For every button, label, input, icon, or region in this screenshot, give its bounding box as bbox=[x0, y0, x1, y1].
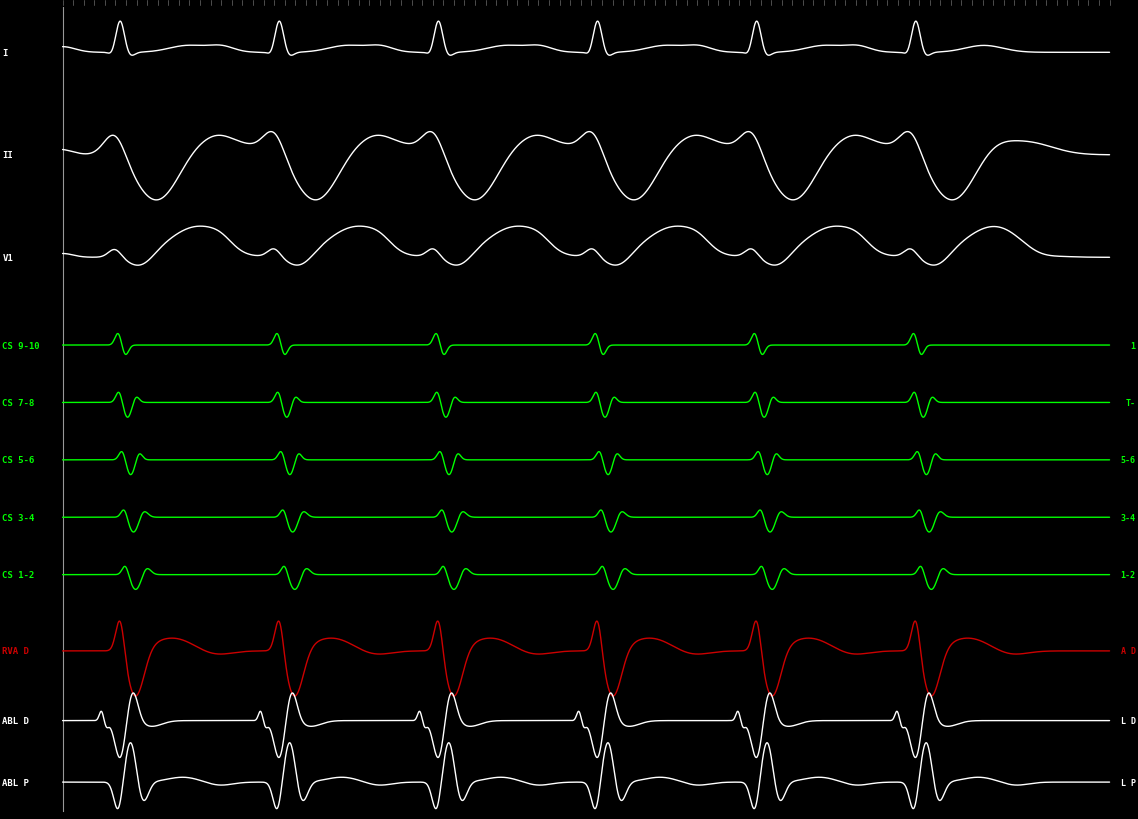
Text: CS 1-2: CS 1-2 bbox=[2, 571, 34, 579]
Text: CS 9-10: CS 9-10 bbox=[2, 342, 40, 350]
Text: CS 5-6: CS 5-6 bbox=[2, 456, 34, 464]
Text: RVA D: RVA D bbox=[2, 647, 30, 655]
Text: 3-4: 3-4 bbox=[1121, 514, 1136, 522]
Text: I: I bbox=[2, 49, 8, 57]
Text: L D: L D bbox=[1121, 717, 1136, 725]
Text: ABL D: ABL D bbox=[2, 717, 30, 725]
Text: 1: 1 bbox=[1131, 342, 1136, 350]
Text: A D: A D bbox=[1121, 647, 1136, 655]
Text: II: II bbox=[2, 152, 13, 160]
Text: V1: V1 bbox=[2, 254, 13, 262]
Text: 1-2: 1-2 bbox=[1121, 571, 1136, 579]
Text: CS 3-4: CS 3-4 bbox=[2, 514, 34, 522]
Text: L P: L P bbox=[1121, 778, 1136, 786]
Text: CS 7-8: CS 7-8 bbox=[2, 399, 34, 407]
Text: ABL P: ABL P bbox=[2, 778, 30, 786]
Text: T-: T- bbox=[1125, 399, 1136, 407]
Text: 5-6: 5-6 bbox=[1121, 456, 1136, 464]
